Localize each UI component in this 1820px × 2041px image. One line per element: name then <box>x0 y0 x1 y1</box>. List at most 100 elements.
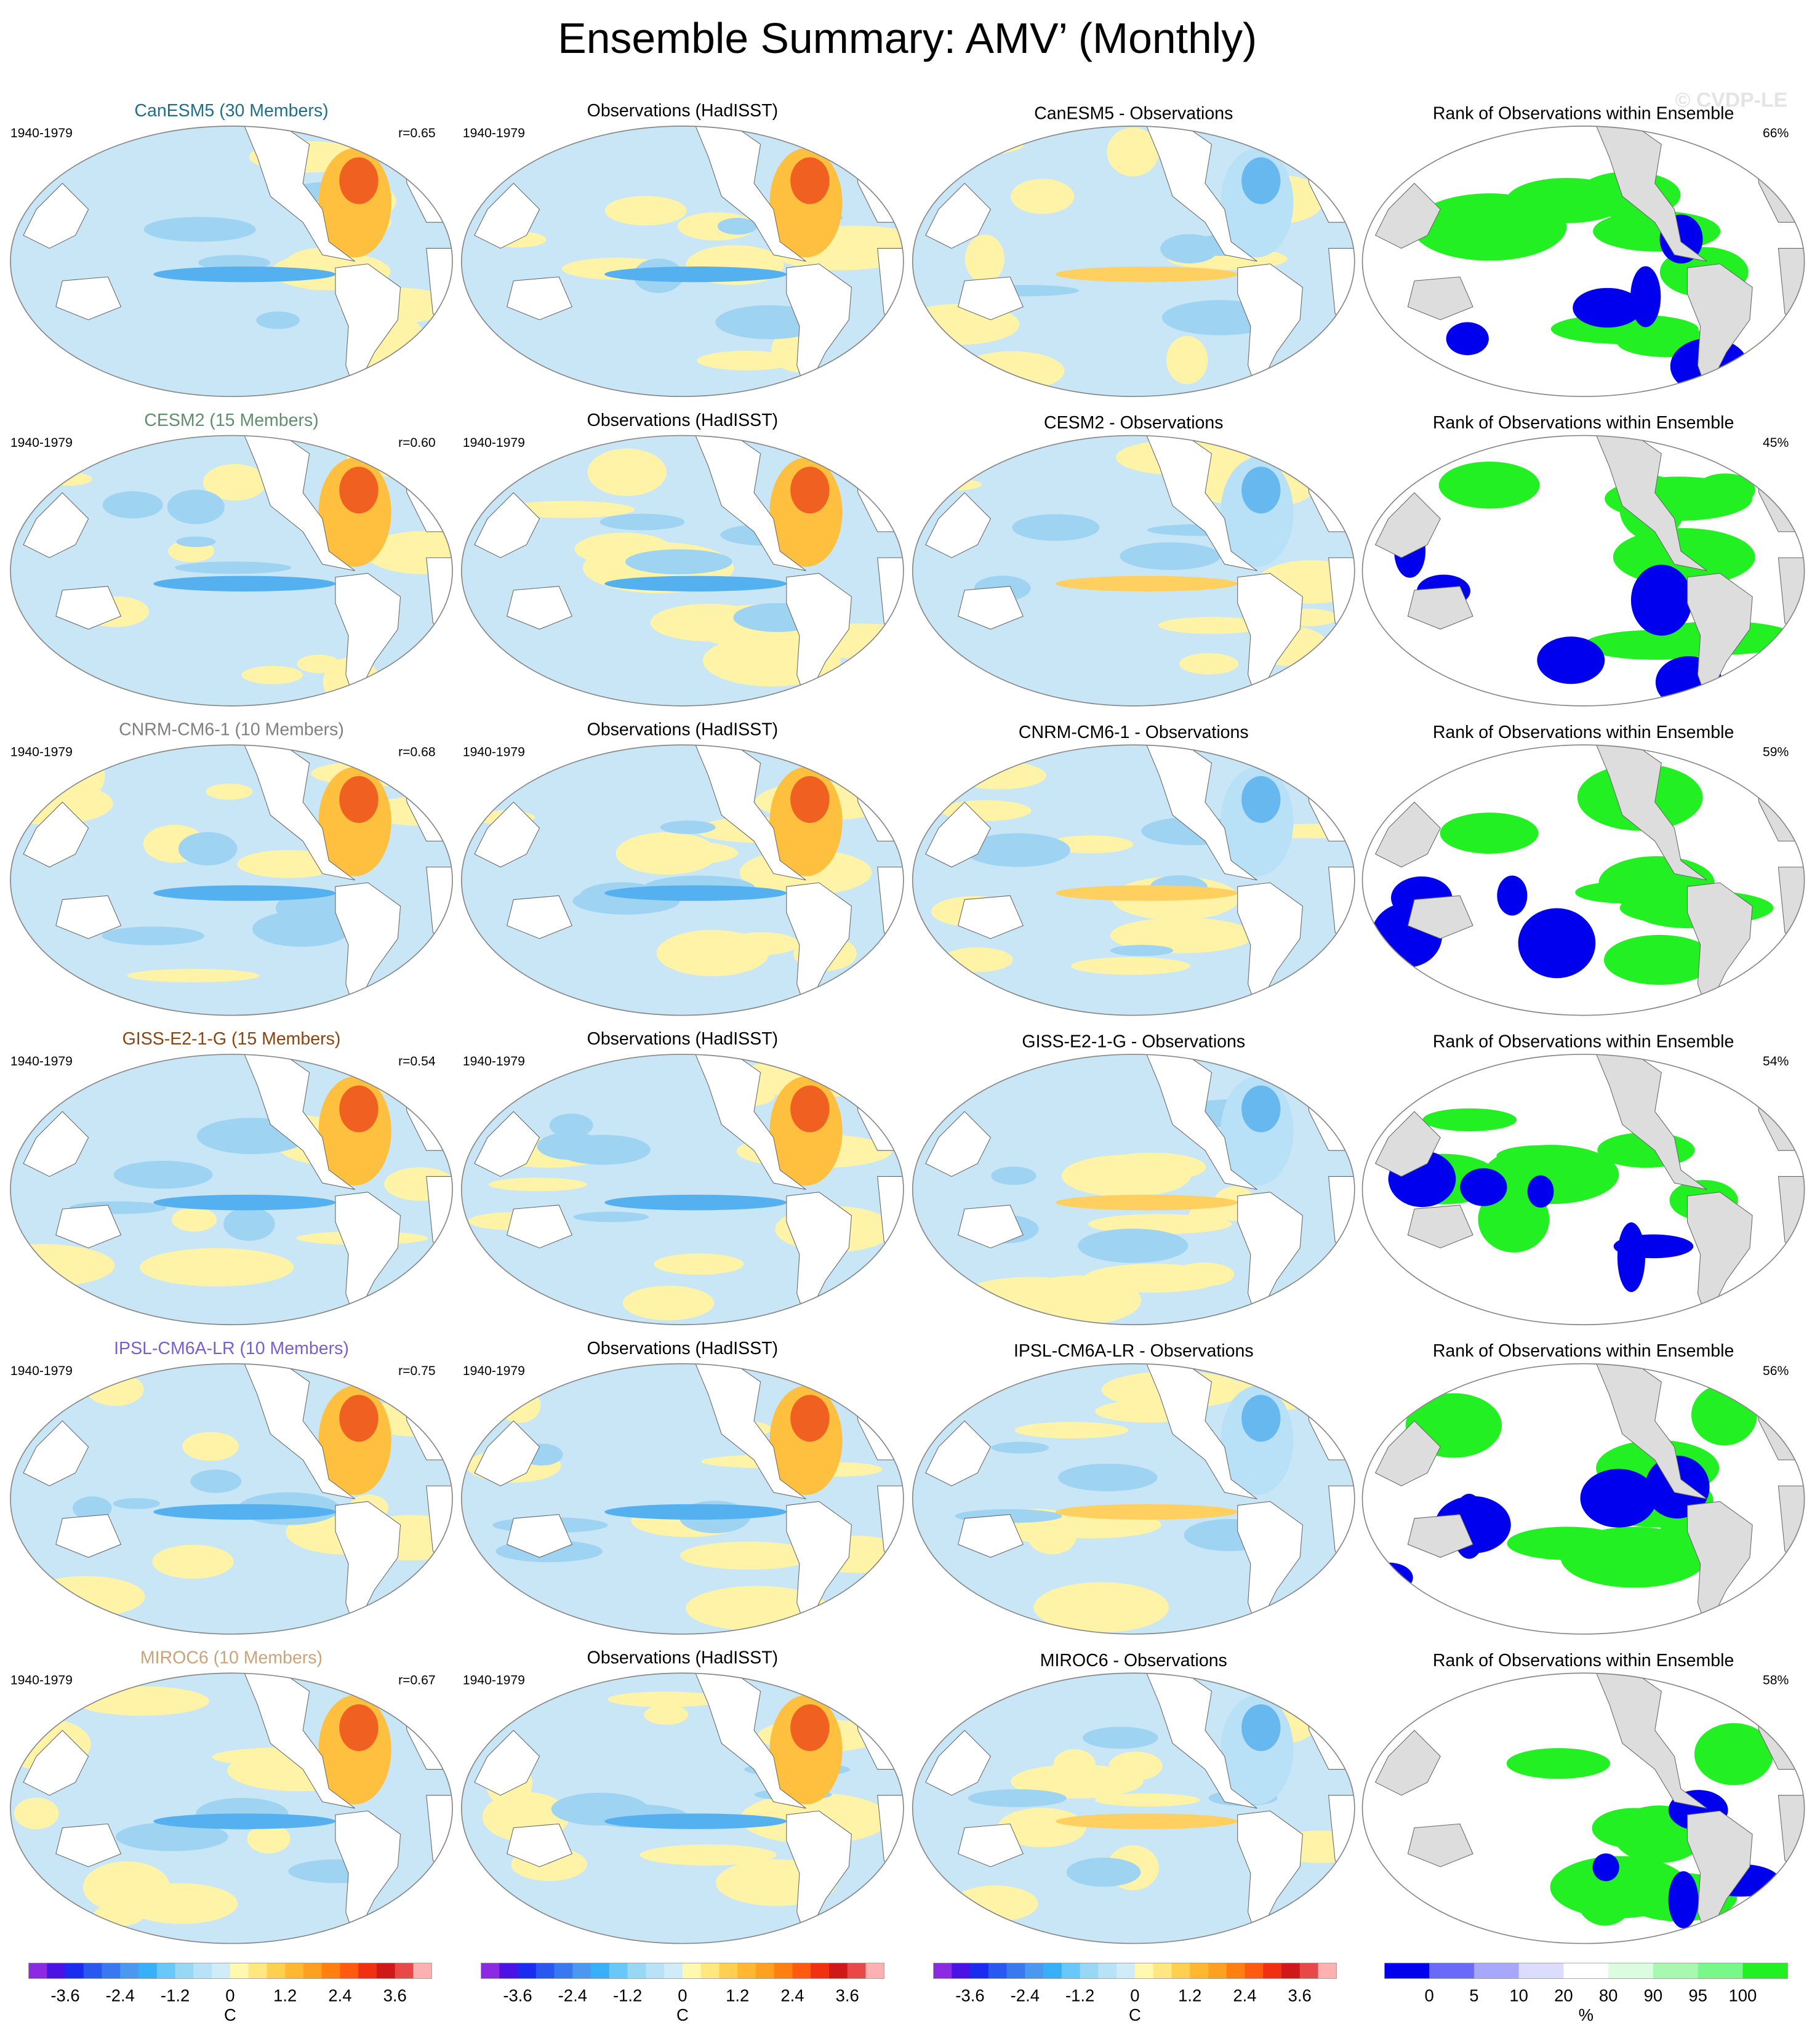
anomaly-blob <box>607 1691 724 1707</box>
anomaly-blob <box>1158 617 1267 634</box>
map-border <box>10 744 453 1016</box>
rank-blob <box>1694 1723 1774 1786</box>
colorbar-frame <box>481 1962 884 1979</box>
anomaly-blob <box>640 841 739 865</box>
colorbar-box <box>1025 1963 1044 1979</box>
land <box>474 1111 540 1177</box>
colorbar-box <box>609 1963 628 1979</box>
land <box>695 126 806 262</box>
anomaly-blob <box>102 491 163 519</box>
anomaly-blob <box>965 234 1004 283</box>
anomaly-blob <box>604 1195 787 1211</box>
land <box>1595 435 1707 571</box>
rank-percent: 59% <box>1763 745 1789 759</box>
rank-blob <box>1506 1748 1611 1779</box>
colorbar-label: 0 <box>1130 1986 1139 2005</box>
colorbar-box <box>535 1963 555 1979</box>
period: 1940-1979 <box>463 1054 525 1069</box>
colorbar-box <box>847 1963 867 1979</box>
anomaly-blob <box>256 311 300 329</box>
anomaly-blob <box>622 1285 715 1320</box>
anomaly-blob <box>178 832 238 865</box>
map <box>461 1054 904 1325</box>
map-border <box>10 1363 453 1635</box>
rank-blob <box>1613 1234 1694 1259</box>
map <box>1362 1363 1805 1634</box>
anomaly-blob <box>153 1195 335 1211</box>
anomaly-blob <box>198 255 270 271</box>
map <box>912 435 1355 706</box>
model-title: IPSL-CM6A-LR (10 Members) <box>114 1339 349 1358</box>
map <box>1362 745 1805 1016</box>
map-border <box>10 435 453 707</box>
anomaly-blob <box>555 1134 651 1165</box>
figure-title: Ensemble Summary: AMV’ (Monthly) <box>558 14 1257 62</box>
anomaly-blob <box>171 1207 217 1232</box>
land <box>474 1730 540 1796</box>
colorbar-box <box>1263 1963 1282 1979</box>
anomaly-blob <box>599 513 685 531</box>
rank-blob <box>1603 934 1715 985</box>
land <box>925 183 992 249</box>
anomaly-blob <box>717 217 758 235</box>
anomaly-blob <box>113 1160 213 1189</box>
anomaly-blob <box>790 157 830 204</box>
anomaly-blob <box>1110 917 1254 953</box>
land <box>1407 895 1473 939</box>
rank-percent: 54% <box>1763 1054 1789 1069</box>
land <box>1407 1514 1473 1558</box>
land <box>244 1673 355 1809</box>
correlation: r=0.75 <box>398 1364 435 1378</box>
land <box>1374 1730 1441 1796</box>
anomaly-blob <box>202 463 267 501</box>
colorbar-label: 1.2 <box>726 1986 749 2005</box>
correlation: r=0.67 <box>398 1674 435 1688</box>
land <box>1374 183 1441 249</box>
anomaly-blob <box>1056 575 1238 592</box>
anomaly-blob <box>604 885 787 901</box>
anomaly-blob <box>153 266 335 283</box>
anomaly-blob <box>644 1704 689 1725</box>
colorbar-box <box>774 1963 793 1979</box>
land <box>55 895 122 939</box>
rank-percent: 58% <box>1763 1674 1789 1688</box>
colorbar-box <box>1245 1963 1264 1979</box>
rank-blob <box>1460 1168 1507 1206</box>
map-border <box>1361 435 1805 707</box>
colorbar-box <box>646 1963 665 1979</box>
land <box>474 183 540 249</box>
anomaly-blob <box>625 549 732 575</box>
anomaly-blob <box>790 776 830 823</box>
map-border <box>912 1054 1355 1326</box>
map-border <box>912 126 1355 398</box>
land <box>507 1823 573 1867</box>
rank-blob <box>1506 178 1627 223</box>
anomaly-blob <box>365 531 453 574</box>
colorbar-box <box>481 1963 500 1979</box>
colorbar-box <box>1171 1963 1190 1979</box>
map <box>1362 1054 1805 1325</box>
anomaly-blob <box>1066 1858 1141 1887</box>
colorbar-label: 1.2 <box>273 1986 297 2005</box>
land <box>1407 1205 1473 1249</box>
colorbar-label: 80 <box>1599 1986 1618 2005</box>
colorbar-box <box>138 1963 158 1979</box>
correlation: r=0.68 <box>398 745 435 759</box>
land <box>55 276 122 321</box>
map-border <box>460 1054 904 1326</box>
map <box>912 1054 1355 1325</box>
diff-title: IPSL-CM6A-LR - Observations <box>1014 1341 1254 1361</box>
colorbar-box <box>792 1963 811 1979</box>
colorbar-box <box>248 1963 268 1979</box>
rank-title: Rank of Observations within Ensemble <box>1433 1651 1734 1670</box>
colorbar-label: -2.4 <box>558 1986 587 2005</box>
correlation: r=0.54 <box>398 1054 436 1069</box>
colorbar-box <box>1473 1963 1520 1979</box>
rank-title: Rank of Observations within Ensemble <box>1433 1032 1734 1051</box>
anomaly-blob <box>991 1166 1036 1185</box>
anomaly-blob <box>1078 1229 1189 1263</box>
anomaly-blob <box>1241 1704 1281 1752</box>
anomaly-blob <box>1108 1751 1163 1781</box>
colorbar-box <box>376 1963 396 1979</box>
